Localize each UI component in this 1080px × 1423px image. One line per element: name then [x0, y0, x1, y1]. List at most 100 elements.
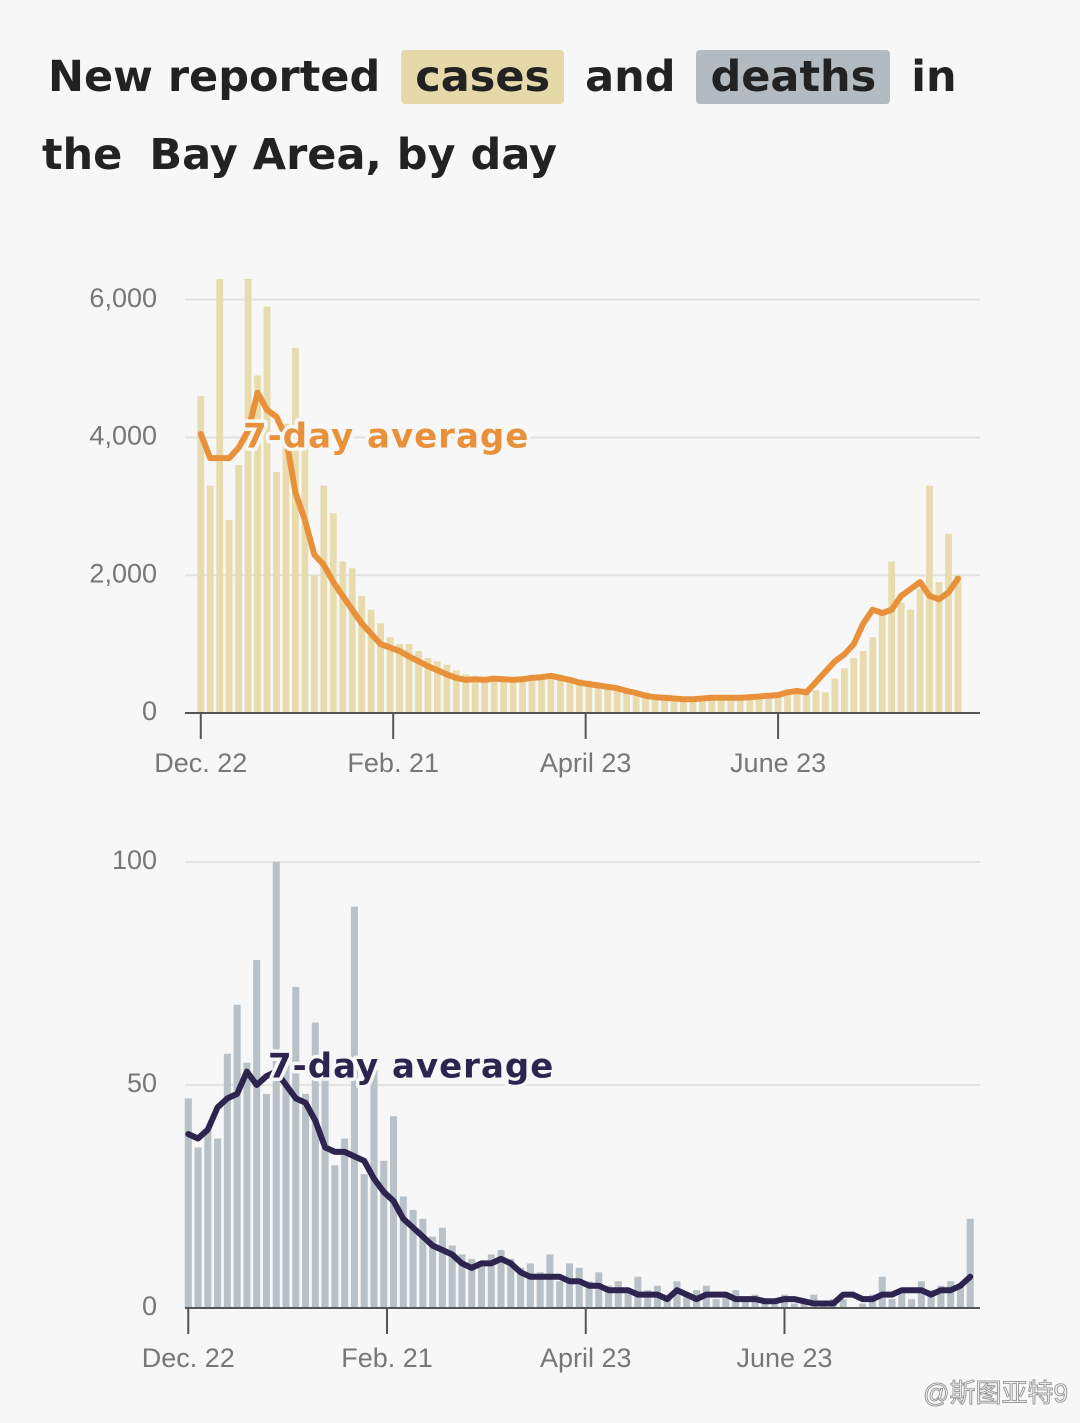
bar [689, 699, 697, 713]
bar [419, 1218, 427, 1308]
bar [850, 657, 858, 713]
bar [947, 1281, 955, 1308]
bar [339, 561, 347, 713]
bar [712, 1299, 720, 1308]
bar [585, 1281, 593, 1308]
bar [917, 1281, 925, 1308]
bar [471, 677, 479, 713]
y-tick-label: 4,000 [89, 421, 157, 451]
bar [282, 1062, 290, 1308]
bar [717, 697, 725, 713]
bar [448, 1245, 456, 1308]
bar [350, 906, 358, 1308]
bar [937, 1285, 945, 1308]
bar [331, 1165, 339, 1308]
bar [680, 698, 687, 713]
bar [377, 623, 385, 713]
bar [557, 674, 564, 713]
bar [282, 423, 290, 713]
watermark: @斯图亚特9 [923, 1378, 1068, 1408]
bar [214, 1138, 222, 1308]
bar [736, 698, 744, 713]
bar [613, 686, 621, 713]
y-tick-label: 50 [127, 1068, 157, 1098]
bar [310, 575, 318, 713]
bar [396, 644, 403, 713]
bar [812, 690, 820, 713]
bar [235, 465, 243, 713]
x-tick-label: June 23 [730, 748, 826, 778]
bar [386, 637, 394, 713]
bar [405, 644, 413, 713]
title-highlight: cases [401, 50, 565, 104]
y-tick-label: 0 [142, 696, 157, 726]
bar [565, 1263, 573, 1308]
bar [916, 589, 924, 713]
x-tick-label: Feb. 21 [341, 1343, 433, 1373]
bar [831, 678, 839, 713]
bar [784, 695, 791, 713]
bar [458, 1254, 466, 1308]
bar [216, 279, 224, 713]
bar [698, 699, 706, 713]
bar [708, 698, 716, 713]
title-part: and [585, 52, 676, 102]
bar [481, 679, 489, 713]
bar [869, 637, 877, 713]
bar [623, 688, 631, 713]
bar [927, 1290, 935, 1308]
bar [438, 1227, 446, 1308]
bar [803, 692, 810, 713]
average-line [185, 1068, 974, 1307]
bar [954, 575, 962, 713]
bar [741, 1299, 749, 1308]
bar [888, 1299, 896, 1308]
bar [415, 651, 422, 713]
title-part: New reported [48, 52, 381, 102]
bar [292, 347, 299, 713]
bar [878, 609, 886, 713]
bar [497, 1250, 505, 1308]
bar [204, 1129, 212, 1308]
bar [644, 1290, 652, 1308]
x-tick-label: Feb. 21 [347, 748, 439, 778]
bar [575, 679, 583, 713]
bar [380, 1160, 388, 1308]
bar [898, 1290, 906, 1308]
bar [651, 695, 659, 713]
bar [575, 1267, 583, 1308]
bar [722, 1294, 730, 1308]
bar [966, 1218, 974, 1308]
bar [443, 664, 451, 713]
bar [194, 1147, 202, 1308]
bar [311, 1022, 319, 1308]
bar [262, 1093, 270, 1308]
bar [329, 513, 337, 713]
bar [390, 1116, 398, 1308]
bar [897, 602, 905, 713]
x-tick-label: June 23 [736, 1343, 832, 1373]
bar [605, 1285, 613, 1308]
bar [840, 668, 848, 713]
y-tick-label: 100 [112, 845, 157, 875]
x-tick-label: April 23 [540, 748, 632, 778]
bar [490, 678, 498, 713]
average-line [197, 389, 961, 703]
bar [341, 1138, 349, 1308]
bar [765, 696, 773, 713]
bar [429, 1236, 437, 1308]
bar [926, 485, 933, 713]
bar [367, 609, 375, 713]
bar [409, 1209, 417, 1308]
bar [433, 661, 441, 713]
bar [197, 396, 205, 713]
bar [673, 1281, 681, 1308]
title: New reported cases and deaths in the Bay… [42, 38, 1052, 194]
bar [519, 678, 526, 713]
bar [746, 697, 754, 713]
bar [233, 1004, 241, 1308]
bar [547, 677, 555, 713]
bar [546, 1254, 554, 1308]
